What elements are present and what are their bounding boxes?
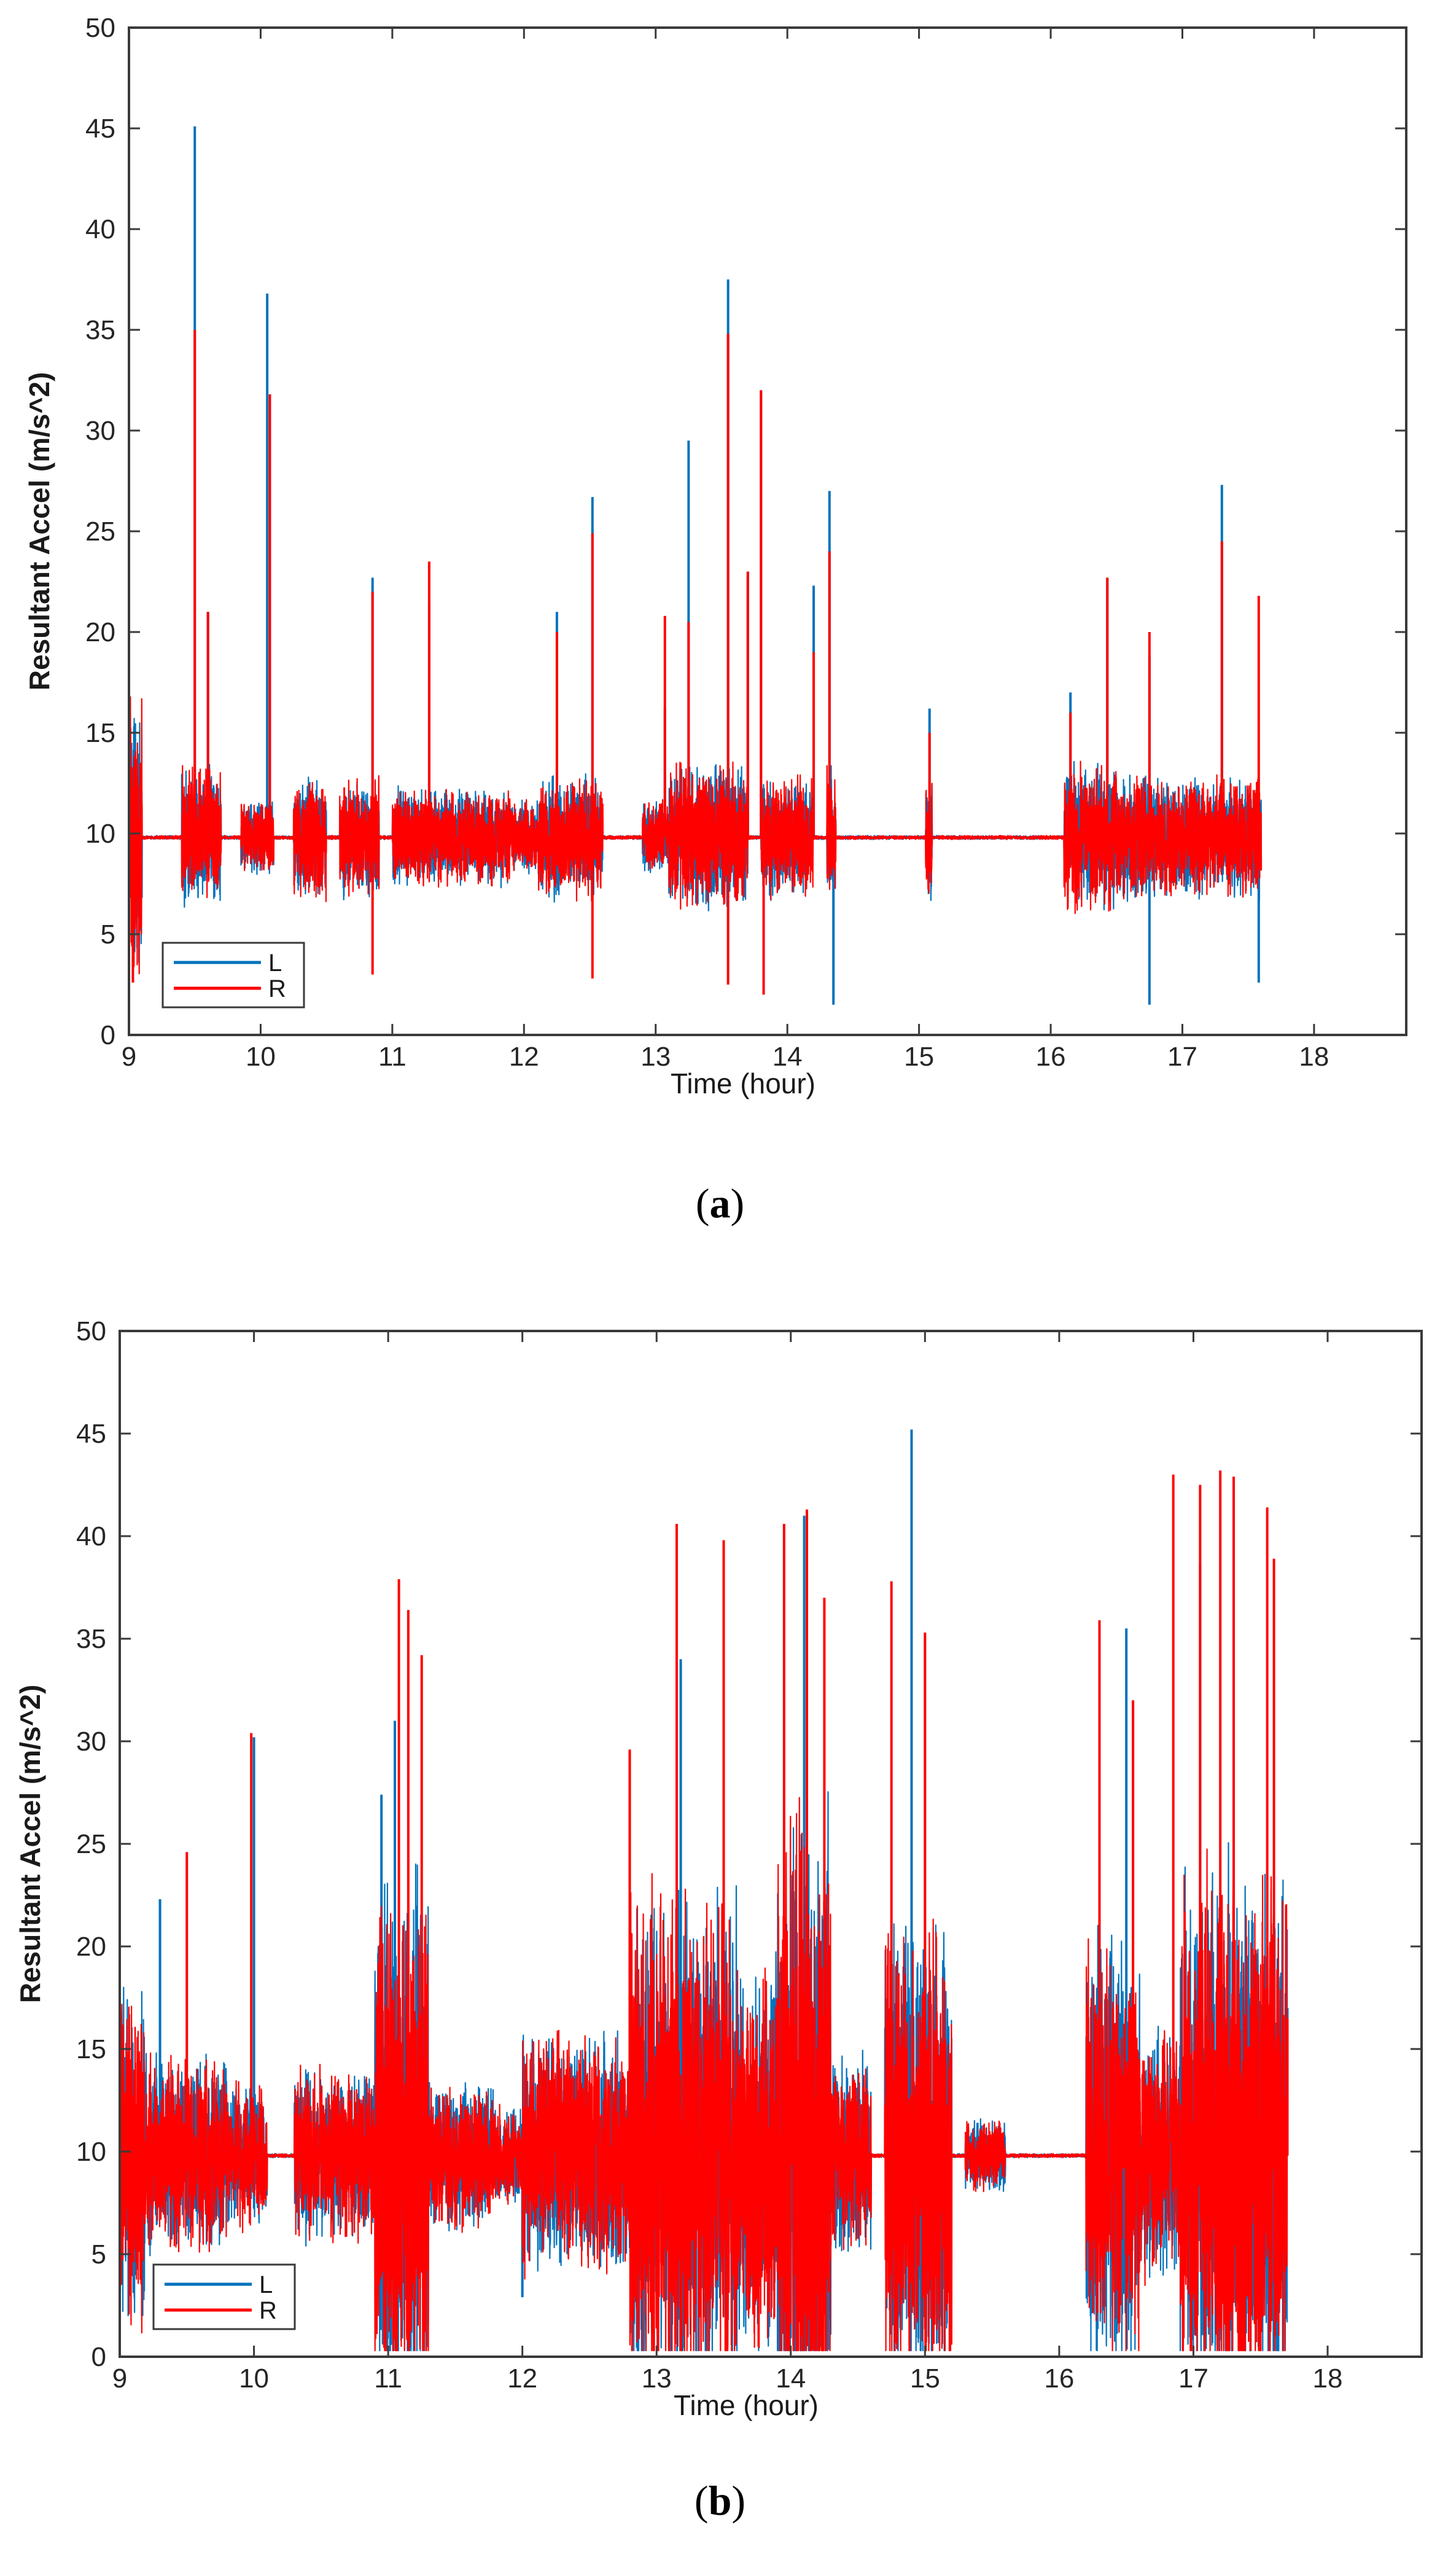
chart-b-svg: 0 5 10 15 20 25 30 35 40 45 50 9 10 11 12 13 14 15 16 17 18 T… — [14, 1316, 1423, 2421]
x-tick-label: 18 — [1313, 2363, 1343, 2394]
y-axis-title: Resultant Accel (m/s^2) — [14, 1685, 46, 2004]
x-tick-label: 9 — [112, 2363, 127, 2394]
series-R-trace — [129, 696, 1263, 975]
y-tick-label: 50 — [85, 13, 115, 43]
x-axis-title: Time (hour) — [671, 1067, 815, 1099]
x-tick-label: 10 — [239, 2363, 269, 2394]
y-tick-label: 10 — [76, 2137, 106, 2167]
chart-panel-b: 0 5 10 15 20 25 30 35 40 45 50 9 10 11 12 13 14 15 16 17 18 T… — [0, 1288, 1440, 2576]
x-tick-label: 11 — [374, 2363, 402, 2394]
chart-a-svg: 0 5 10 15 20 25 30 35 40 45 50 9 10 11 12 13 14 15 16 17 18 T… — [23, 13, 1407, 1099]
x-tick-label: 18 — [1299, 1042, 1329, 1072]
y-tick-label: 0 — [91, 2342, 106, 2372]
y-tick-label: 50 — [76, 1316, 106, 1346]
legend-label-L: L — [268, 950, 282, 977]
y-tick-label: 0 — [101, 1020, 115, 1050]
y-tick-label: 20 — [85, 617, 115, 647]
x-tick-label: 17 — [1167, 1042, 1197, 1072]
x-tick-label: 13 — [642, 2363, 672, 2394]
caption-a: (a) — [695, 1180, 745, 1227]
x-tick-label: 16 — [1036, 1042, 1066, 1072]
caption-a-label: a — [709, 1180, 731, 1227]
y-tick-label: 5 — [101, 919, 115, 950]
x-tick-label: 12 — [509, 1042, 539, 1072]
x-tick-label: 17 — [1178, 2363, 1208, 2394]
legend-label-L: L — [259, 2271, 273, 2298]
y-tick-label: 20 — [76, 1932, 106, 1962]
x-tick-label: 12 — [507, 2363, 537, 2394]
chart-panel-a: 0 5 10 15 20 25 30 35 40 45 50 9 10 11 12 13 14 15 16 17 18 T… — [23, 13, 1407, 1227]
x-tick-label: 15 — [904, 1042, 934, 1072]
y-tick-label: 15 — [85, 718, 115, 748]
caption-b: (b) — [694, 2477, 746, 2524]
x-tick-label: 16 — [1044, 2363, 1074, 2394]
x-axis-title: Time (hour) — [674, 2389, 819, 2421]
series-R-trace — [120, 1797, 1288, 2352]
y-tick-label: 5 — [91, 2239, 106, 2270]
series-R — [120, 1470, 1289, 2352]
y-tick-label: 30 — [85, 416, 115, 446]
y-tick-label: 40 — [85, 214, 115, 244]
y-tick-label: 35 — [85, 315, 115, 345]
x-tick-label: 15 — [910, 2363, 940, 2394]
series-R — [129, 330, 1263, 995]
y-tick-label: 40 — [76, 1521, 106, 1551]
y-tick-label: 45 — [76, 1419, 106, 1449]
y-tick-label: 25 — [76, 1829, 106, 1859]
y-tick-label: 10 — [85, 819, 115, 849]
y-tick-label: 30 — [76, 1727, 106, 1757]
caption-b-label: b — [708, 2477, 732, 2524]
x-tick-label: 14 — [773, 1042, 803, 1072]
legend-label-R: R — [268, 975, 286, 1002]
y-tick-label: 35 — [76, 1624, 106, 1654]
legend-label-R: R — [259, 2297, 277, 2324]
legend-box — [162, 942, 305, 1009]
x-tick-label: 14 — [776, 2363, 806, 2394]
y-tick-label: 45 — [85, 114, 115, 144]
x-tick-label: 9 — [122, 1042, 136, 1072]
x-tick-label: 10 — [246, 1042, 276, 1072]
x-tick-label: 13 — [640, 1042, 671, 1072]
legend: LR — [162, 942, 305, 1009]
legend-box — [152, 2263, 296, 2330]
y-tick-label: 15 — [76, 2034, 106, 2064]
y-tick-label: 25 — [85, 517, 115, 547]
y-axis-title: Resultant Accel (m/s^2) — [23, 372, 55, 691]
x-tick-label: 11 — [378, 1042, 407, 1072]
legend: LR — [152, 2263, 296, 2330]
